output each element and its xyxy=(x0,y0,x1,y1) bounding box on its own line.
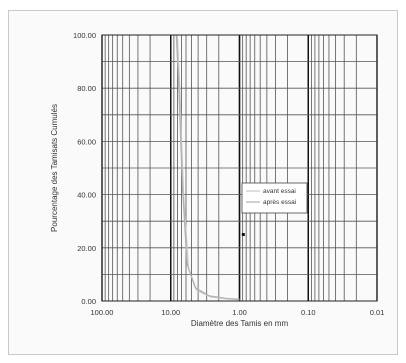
legend-box xyxy=(241,182,308,214)
y-tick-label: 80.00 xyxy=(77,84,96,93)
legend-label-avant-essai: avant essai xyxy=(263,188,296,195)
plot-border xyxy=(101,34,378,302)
legend-label-apres-essai: après essai xyxy=(263,199,296,206)
x-axis-label: Diamètre des Tamis en mm xyxy=(191,319,289,328)
data-point-marker xyxy=(241,233,245,236)
x-tick-label: 0.10 xyxy=(301,308,316,317)
x-tick-label: 0.01 xyxy=(370,308,385,317)
chart-frame: 0.00 20.00 40.00 60.00 80.00 100.00 100.00 10.0… xyxy=(8,10,398,355)
x-tick-label: 10.00 xyxy=(161,308,180,317)
series-layer xyxy=(175,34,245,301)
tick-labels: 0.00 20.00 40.00 60.00 80.00 100.00 100.00 10.0… xyxy=(73,31,384,317)
sieve-analysis-chart: 0.00 20.00 40.00 60.00 80.00 100.00 100.00 10.0… xyxy=(50,31,384,328)
x-tick-label: 100.00 xyxy=(91,308,114,317)
y-tick-label: 0.00 xyxy=(81,297,96,306)
y-tick-label: 20.00 xyxy=(77,244,96,253)
y-tick-label: 100.00 xyxy=(73,31,96,40)
y-axis-label: Pourcentage des Tamisats Cumulés xyxy=(50,104,59,232)
legend: avant essai après essai xyxy=(241,182,308,214)
x-tick-label: 1.00 xyxy=(232,308,247,317)
y-tick-label: 60.00 xyxy=(77,137,96,146)
grid xyxy=(101,34,378,302)
y-tick-label: 40.00 xyxy=(77,191,96,200)
series-line-1 xyxy=(175,34,240,300)
